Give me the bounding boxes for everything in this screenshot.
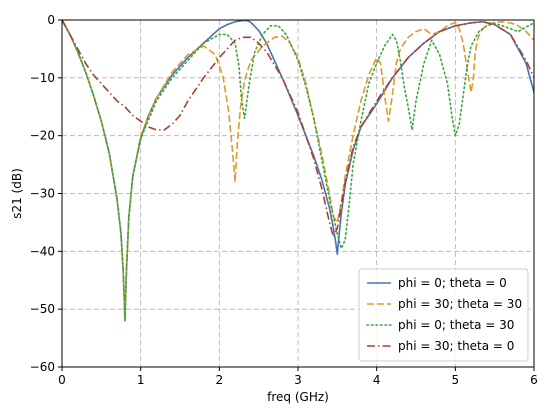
y-tick-label: −50 (30, 302, 55, 316)
x-tick-label: 2 (216, 373, 224, 387)
x-tick-label: 3 (294, 373, 302, 387)
x-tick-label: 5 (452, 373, 460, 387)
series-layer (62, 19, 534, 322)
y-axis-label: s21 (dB) (10, 168, 24, 219)
y-tick-label: −10 (30, 71, 55, 85)
ticks: 0 1 2 3 4 5 6 0 −10 −20 −30 −40 −50 −60 (30, 13, 538, 387)
legend-label-1: phi = 0; theta = 0 (398, 276, 507, 290)
y-tick-label: −30 (30, 187, 55, 201)
y-tick-label: −20 (30, 129, 55, 143)
legend-label-4: phi = 30; theta = 0 (398, 339, 514, 353)
x-tick-label: 4 (373, 373, 381, 387)
y-tick-label: −40 (30, 244, 55, 258)
legend: phi = 0; theta = 0 phi = 30; theta = 30 ph… (358, 268, 529, 362)
legend-label-2: phi = 30; theta = 30 (398, 297, 522, 311)
x-tick-label: 6 (530, 373, 538, 387)
series-line-4 (62, 19, 534, 238)
legend-box (358, 268, 529, 362)
x-tick-label: 0 (58, 373, 66, 387)
x-axis-label: freq (GHz) (267, 390, 329, 404)
series-line-3 (62, 19, 534, 319)
y-tick-label: 0 (47, 13, 55, 27)
y-tick-label: −60 (30, 360, 55, 374)
x-tick-label: 1 (137, 373, 145, 387)
legend-label-3: phi = 0; theta = 30 (398, 318, 514, 332)
legend-entries: phi = 0; theta = 0 phi = 30; theta = 30 ph… (366, 276, 522, 353)
